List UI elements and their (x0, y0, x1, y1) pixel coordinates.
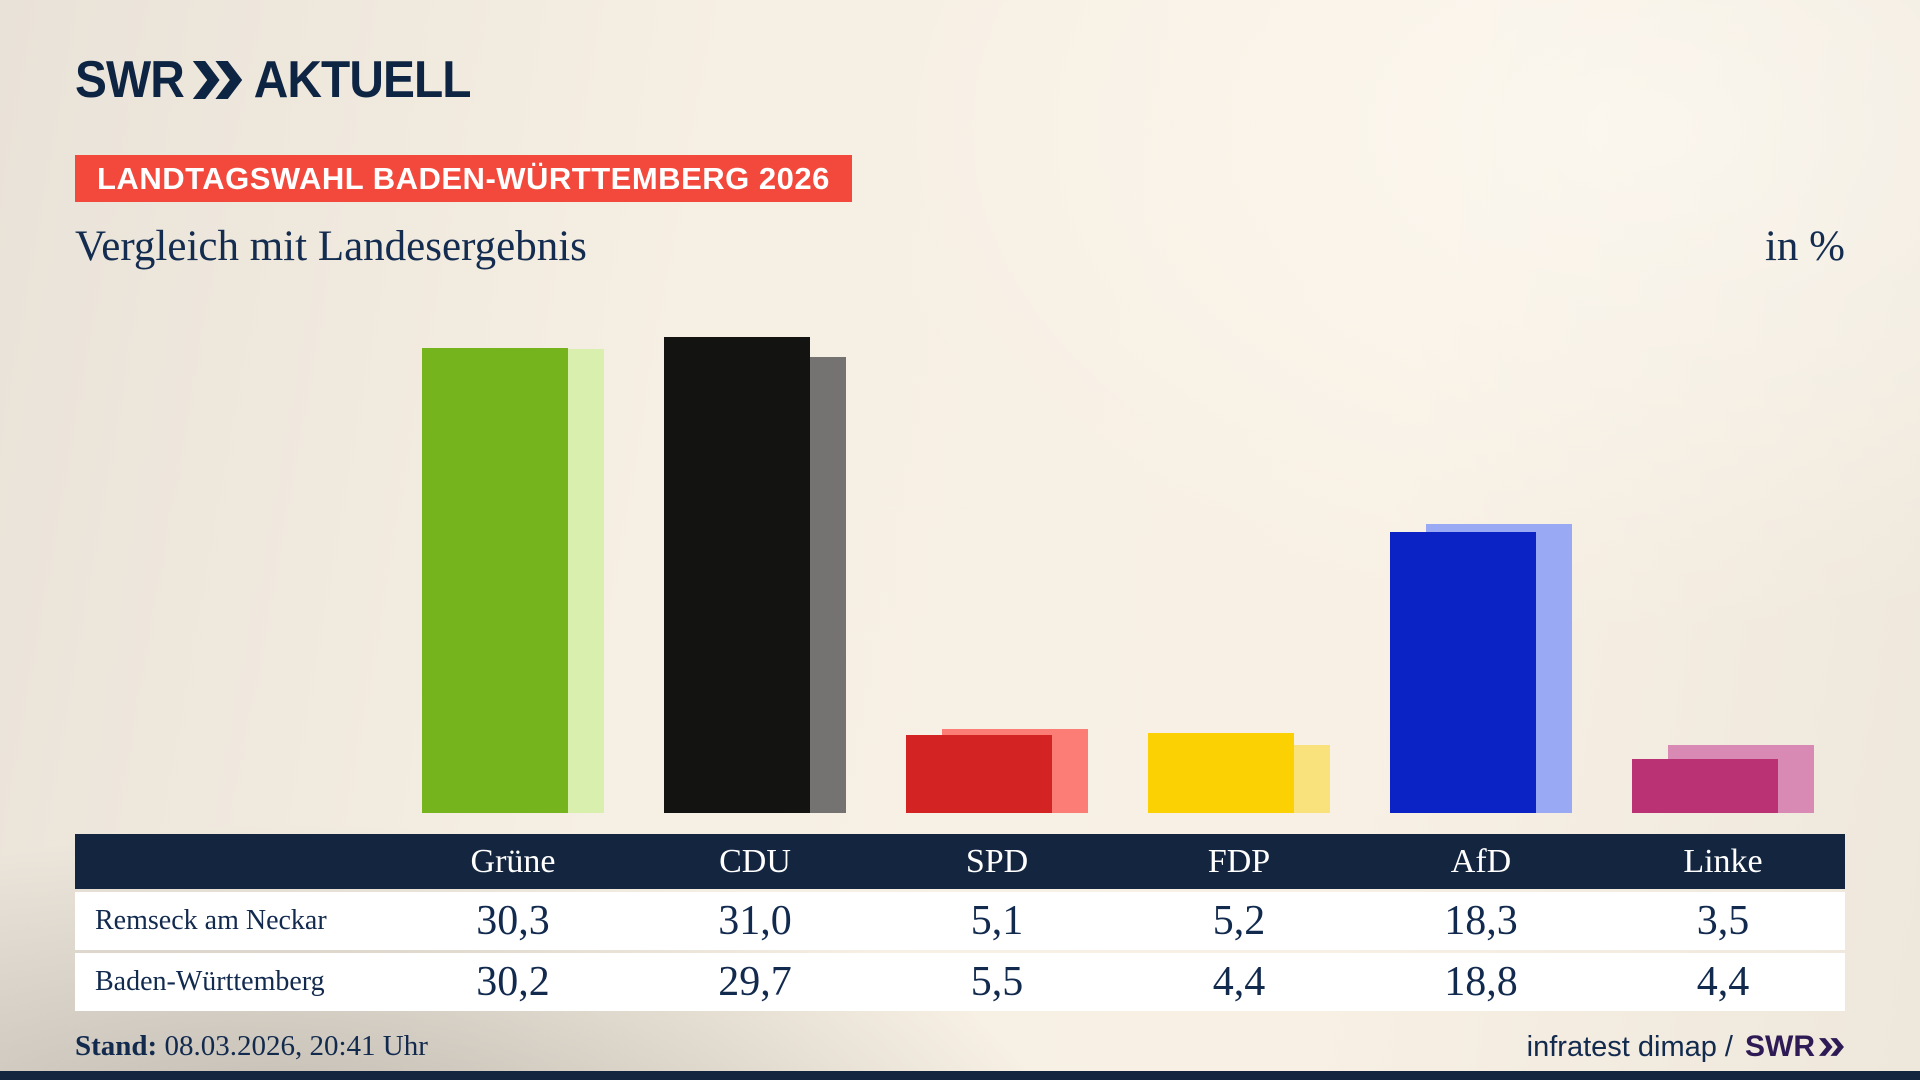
bar-municipality-spd (906, 735, 1052, 813)
stand-value: 08.03.2026, 20:41 Uhr (164, 1030, 428, 1062)
value-cell: 18,3 (1444, 898, 1518, 944)
table-row-municipality: Remseck am Neckar 30,3 31,0 5,1 5,2 18,3 3,5 (75, 892, 1845, 950)
row-label: Remseck am Neckar (95, 905, 327, 936)
value-cell: 30,3 (476, 898, 550, 944)
value-cell: 4,4 (1696, 959, 1750, 1005)
table-header-linke: Linke (1683, 842, 1763, 880)
bar-municipality-linke (1632, 759, 1778, 813)
table-header-row: Grüne CDU SPD FDP AfD Linke (75, 834, 1845, 889)
table-header-cdu: CDU (719, 842, 791, 880)
timestamp: Stand: 08.03.2026, 20:41 Uhr (75, 1030, 428, 1063)
table-header-grüne: Grüne (470, 842, 556, 880)
value-cell: 18,8 (1444, 959, 1518, 1005)
table-header-afd: AfD (1450, 842, 1512, 880)
swr-footer-logo: SWR (1745, 1030, 1845, 1064)
unit-label: in % (1764, 223, 1845, 270)
bottom-accent-bar (0, 1071, 1920, 1080)
double-chevron-right-icon (1819, 1030, 1845, 1064)
table-row-state: Baden-Württemberg 30,2 29,7 5,5 4,4 18,8 4,4 (75, 953, 1845, 1011)
value-cell: 31,0 (718, 898, 792, 944)
logo-swr-text: SWR (75, 51, 185, 109)
row-label: Baden-Württemberg (95, 966, 325, 997)
value-cell: 4,4 (1212, 959, 1266, 1005)
value-cell: 5,2 (1212, 898, 1266, 944)
table-header-spd: SPD (965, 842, 1029, 880)
swr-aktuell-logo: SWR AKTUELL (75, 54, 471, 106)
source-credit: infratest dimap / SWR (1527, 1030, 1845, 1064)
value-cell: 5,5 (970, 959, 1024, 1005)
value-cell: 3,5 (1696, 898, 1750, 944)
bar-municipality-grüne (422, 348, 568, 813)
bar-municipality-afd (1390, 532, 1536, 813)
value-cell: 30,2 (476, 959, 550, 1005)
chart-title: Vergleich mit Landesergebnis (75, 223, 587, 270)
double-chevron-right-icon (193, 61, 245, 99)
election-badge: LANDTAGSWAHL BADEN-WÜRTTEMBERG 2026 (75, 155, 852, 202)
stand-label: Stand: (75, 1030, 158, 1062)
bar-municipality-cdu (664, 337, 810, 813)
value-cell: 29,7 (718, 959, 792, 1005)
bar-municipality-fdp (1148, 733, 1294, 813)
value-cell: 5,1 (970, 898, 1024, 944)
source-text: infratest dimap / (1526, 1030, 1733, 1063)
logo-aktuell-text: AKTUELL (253, 51, 472, 109)
table-header-fdp: FDP (1207, 842, 1271, 880)
